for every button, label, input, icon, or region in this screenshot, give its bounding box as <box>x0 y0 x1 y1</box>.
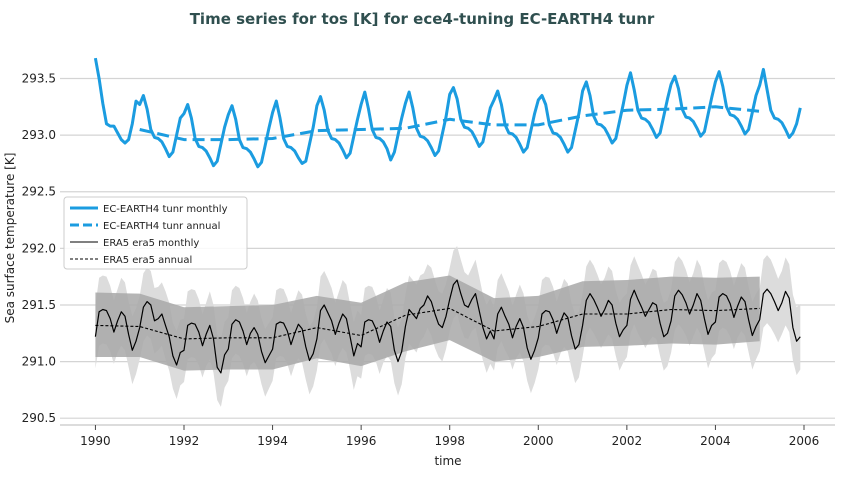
legend-box <box>63 196 248 270</box>
x-tick-label: 2004 <box>700 434 731 448</box>
x-tick-label: 1996 <box>346 434 377 448</box>
legend-label-obs-monthly: ERA5 era5 monthly <box>103 238 199 249</box>
x-tick-label: 1994 <box>257 434 288 448</box>
chart-title: Time series for tos [K] for ece4-tuning … <box>190 10 655 28</box>
x-tick-label: 1990 <box>80 434 111 448</box>
legend-label-obs-annual: ERA5 era5 annual <box>103 255 192 266</box>
x-axis-label: time <box>434 454 461 468</box>
model-monthly-line <box>93 57 802 169</box>
y-tick-label: 290.5 <box>22 411 56 425</box>
x-tick-label: 1998 <box>434 434 465 448</box>
y-ticks: 290.5 291.0 291.5 292.0 292.5 293.0 293.5 <box>22 72 56 426</box>
y-tick-label: 293.0 <box>22 128 56 142</box>
series-lines <box>93 57 802 374</box>
x-ticks: 1990 1992 1994 1996 1998 2000 2002 2004 2006 <box>80 425 819 448</box>
x-tick-label: 2006 <box>789 434 820 448</box>
y-tick-label: 293.5 <box>22 72 56 86</box>
y-tick-label: 291.0 <box>22 355 56 369</box>
x-tick-label: 1992 <box>169 434 200 448</box>
obs-annual-line <box>95 307 760 340</box>
obs-monthly-line <box>94 279 801 374</box>
legend-label-model-monthly: EC-EARTH4 tunr monthly <box>103 204 228 215</box>
x-tick-label: 2000 <box>523 434 554 448</box>
y-tick-label: 292.0 <box>22 241 56 255</box>
y-axis-label: Sea surface temperature [K] <box>3 153 17 324</box>
x-tick-label: 2002 <box>612 434 643 448</box>
legend-label-model-annual: EC-EARTH4 tunr annual <box>103 221 220 232</box>
legend: EC-EARTH4 tunr monthly EC-EARTH4 tunr an… <box>63 196 248 270</box>
model-annual-line <box>139 105 760 142</box>
y-tick-label: 291.5 <box>22 298 56 312</box>
y-tick-label: 292.5 <box>22 185 56 199</box>
obs-bands <box>95 246 801 407</box>
